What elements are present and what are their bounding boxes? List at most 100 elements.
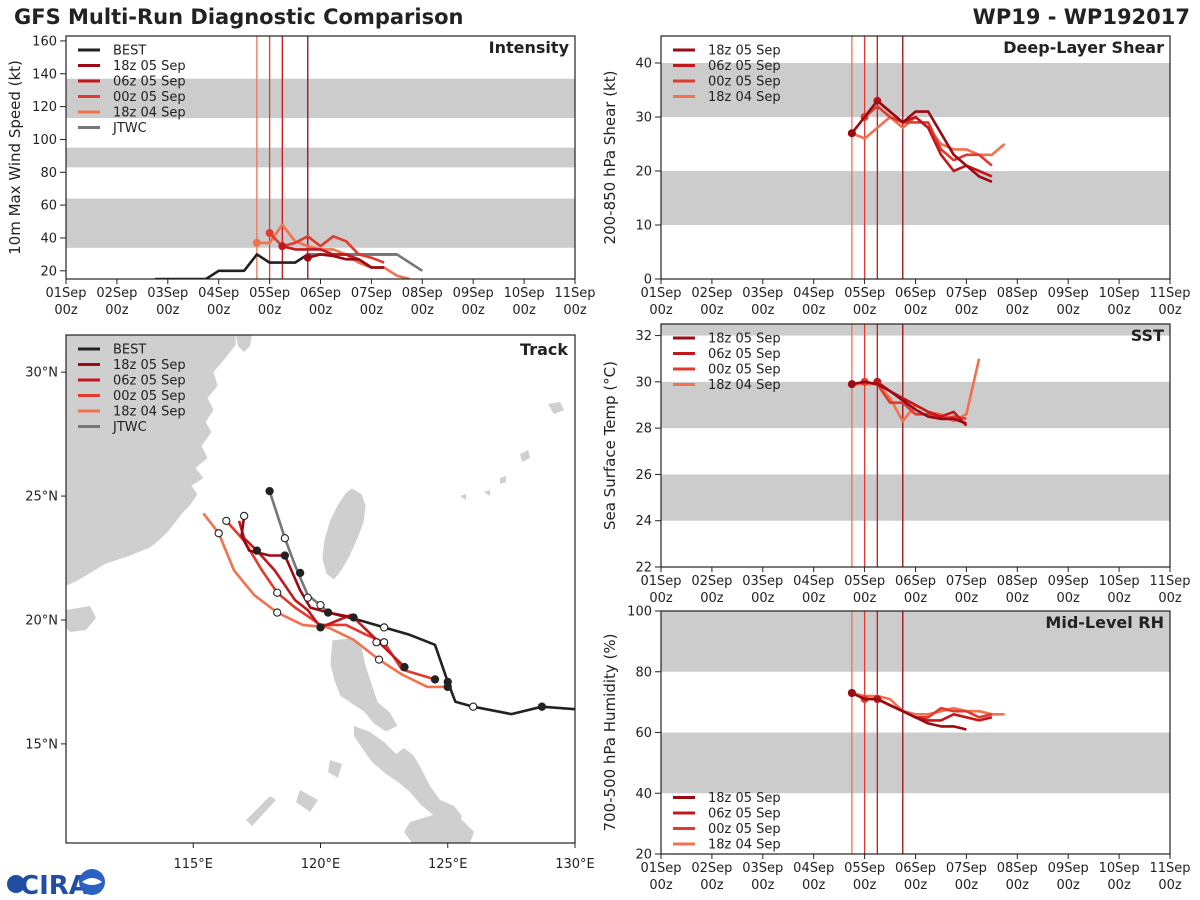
- rh-legend-18z-05-sep: 18z 05 Sep: [708, 791, 781, 806]
- shear-band-1: [661, 63, 1170, 117]
- sst-xtick-label: 08Sep: [997, 574, 1038, 589]
- shear-xtick-sub: 00z: [904, 303, 928, 318]
- sst-xtick-label: 03Sep: [742, 574, 783, 589]
- sst-xtick-sub: 00z: [649, 591, 673, 606]
- intensity-ylabel: 10m Max Wind Speed (kt): [6, 60, 24, 255]
- track-point-06z-05-sep: [372, 638, 381, 647]
- shear-ytick-label: 10: [635, 219, 652, 234]
- track-point-18z-04-sep: [443, 682, 452, 692]
- rh-xtick-sub: 00z: [904, 878, 928, 893]
- intensity-xtick-label: 03Sep: [147, 286, 188, 301]
- intensity-line-best: [155, 253, 397, 279]
- shear-legend-06z-05-sep: 06z 05 Sep: [708, 59, 781, 74]
- intensity-ytick-label: 120: [32, 100, 57, 115]
- intensity-xtick-sub: 00z: [207, 303, 231, 318]
- shear-start-18z-05-sep: [847, 129, 856, 138]
- rh-xtick-label: 03Sep: [742, 861, 783, 876]
- track-point-jtwc: [303, 593, 312, 602]
- figure-title: GFS Multi-Run Diagnostic Comparison: [14, 5, 463, 29]
- sst-ylabel: Sea Surface Temp (°C): [601, 361, 619, 530]
- sst-legend-06z-05-sep: 06z 05 Sep: [708, 347, 781, 362]
- rh-panel: 20 40 60 80 100 01Sep 00z 02Sep 00z 03Sep 00z 04Sep…: [601, 605, 1191, 894]
- sst-ytick-label: 22: [635, 561, 652, 576]
- rh-xtick-sub: 00z: [955, 878, 979, 893]
- track-xtick-label: 125°E: [428, 857, 468, 872]
- rh-xtick-sub: 00z: [751, 878, 775, 893]
- intensity-xtick-sub: 00z: [156, 303, 180, 318]
- shear-legend-18z-05-sep: 18z 05 Sep: [708, 44, 781, 59]
- track-point-06z-05-sep: [252, 546, 262, 555]
- shear-xtick-label: 11Sep: [1149, 286, 1190, 301]
- rh-plot-area: [661, 611, 1170, 854]
- track-point-06z-05-sep: [400, 662, 409, 672]
- intensity-xtick-label: 09Sep: [453, 286, 494, 301]
- intensity-start-06z-05-sep: [278, 242, 287, 251]
- rh-ytick-label: 80: [635, 665, 652, 680]
- intensity-xtick-sub: 00z: [105, 303, 129, 318]
- track-point-jtwc: [280, 534, 290, 543]
- shear-ytick-label: 0: [644, 273, 652, 288]
- intensity-ytick-label: 100: [32, 133, 57, 148]
- rh-xtick-sub: 00z: [1006, 878, 1030, 893]
- intensity-band-1: [66, 147, 575, 168]
- intensity-plot-area: [66, 36, 575, 279]
- sst-xtick-sub: 00z: [1107, 591, 1131, 606]
- intensity-xtick-sub: 00z: [512, 303, 536, 318]
- rh-ytick-label: 40: [635, 787, 652, 802]
- track-point-18z-04-sep: [214, 529, 223, 538]
- sst-legend-18z-05-sep: 18z 05 Sep: [708, 332, 781, 347]
- intensity-line-18z-05-sep: [307, 253, 385, 269]
- track-legend-18z-04-sep: 18z 04 Sep: [113, 405, 186, 420]
- track-point-jtwc: [265, 486, 274, 496]
- shear-title: Deep-Layer Shear: [1003, 38, 1164, 57]
- intensity-xtick-sub: 00z: [258, 303, 282, 318]
- shear-xtick-sub: 00z: [1006, 303, 1030, 318]
- track-xtick-label: 130°E: [555, 857, 595, 872]
- taiwan-land: [321, 487, 367, 581]
- shear-xtick-label: 05Sep: [844, 286, 885, 301]
- track-legend-06z-05-sep: 06z 05 Sep: [113, 374, 186, 389]
- sst-xtick-label: 04Sep: [793, 574, 834, 589]
- sst-line-18z-05-sep: [851, 380, 967, 425]
- rh-ytick-label: 60: [635, 726, 652, 741]
- shear-band-0: [661, 171, 1170, 225]
- shear-ytick-label: 20: [635, 165, 652, 180]
- shear-xtick-label: 04Sep: [793, 286, 834, 301]
- storm-id: WP19 - WP192017: [973, 5, 1190, 29]
- sst-ytick-label: 30: [635, 375, 652, 390]
- track-title: Track: [520, 340, 568, 359]
- track-line-06z-05-sep: [237, 520, 406, 669]
- logo-swirl: [82, 878, 102, 885]
- intensity-xtick-sub: 00z: [462, 303, 486, 318]
- sst-xtick-sub: 00z: [1057, 591, 1081, 606]
- intensity-legend-00z-05-sep: 00z 05 Sep: [113, 90, 186, 105]
- rh-xtick-label: 08Sep: [997, 861, 1038, 876]
- intensity-xtick-label: 05Sep: [249, 286, 290, 301]
- intensity-xtick-label: 02Sep: [96, 286, 137, 301]
- rh-legend-06z-05-sep: 06z 05 Sep: [708, 807, 781, 822]
- shear-legend-00z-05-sep: 00z 05 Sep: [708, 75, 781, 90]
- track-legend-jtwc: JTWC: [112, 420, 147, 435]
- intensity-xtick-sub: 00z: [411, 303, 435, 318]
- logo-globe-left: [7, 875, 25, 893]
- track-point-00z-05-sep: [379, 638, 389, 647]
- intensity-xtick-sub: 00z: [309, 303, 333, 318]
- rh-xtick-sub: 00z: [649, 878, 673, 893]
- korea-land: [236, 335, 252, 352]
- shear-xtick-label: 03Sep: [742, 286, 783, 301]
- intensity-xtick-label: 11Sep: [554, 286, 595, 301]
- rh-line-18z-05-sep: [851, 691, 967, 731]
- intensity-xtick-sub: 00z: [563, 303, 587, 318]
- track-point-best: [469, 702, 478, 711]
- rh-xtick-label: 05Sep: [844, 861, 885, 876]
- intensity-ytick-label: 140: [32, 67, 57, 82]
- sst-xtick-label: 07Sep: [946, 574, 987, 589]
- sst-panel: 22 24 26 28 30 32 01Sep 00z 02Sep 00z 03Sep 00z 04Se…: [601, 323, 1191, 606]
- rh-legend-18z-04-sep: 18z 04 Sep: [708, 838, 781, 853]
- sst-xtick-label: 10Sep: [1099, 574, 1140, 589]
- intensity-xtick-label: 04Sep: [198, 286, 239, 301]
- sst-xtick-sub: 00z: [955, 591, 979, 606]
- shear-xtick-label: 10Sep: [1099, 286, 1140, 301]
- track-ytick-label: 30°N: [25, 366, 58, 381]
